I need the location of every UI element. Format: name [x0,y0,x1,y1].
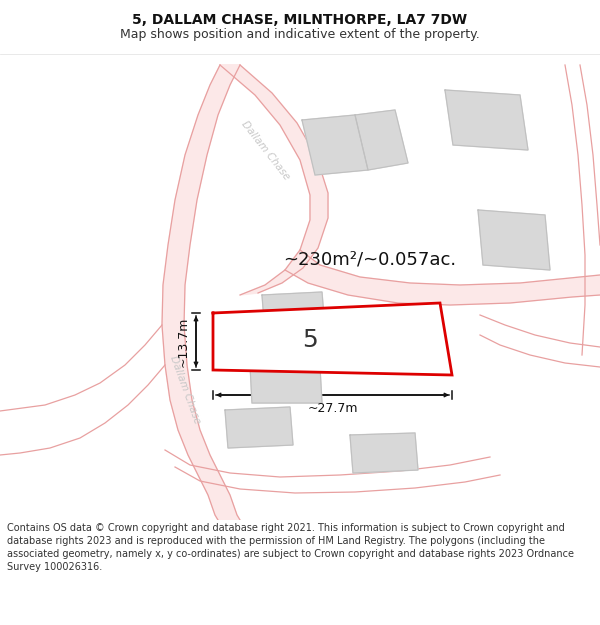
Polygon shape [213,303,452,375]
Polygon shape [262,292,325,333]
Polygon shape [355,110,408,170]
Text: 5, DALLAM CHASE, MILNTHORPE, LA7 7DW: 5, DALLAM CHASE, MILNTHORPE, LA7 7DW [133,13,467,27]
Text: Dallam Chase: Dallam Chase [239,119,291,181]
Polygon shape [445,90,528,150]
Polygon shape [350,433,418,473]
Polygon shape [302,115,368,175]
Text: Contains OS data © Crown copyright and database right 2021. This information is : Contains OS data © Crown copyright and d… [7,523,574,571]
Polygon shape [478,210,550,270]
Polygon shape [225,407,293,448]
Text: Map shows position and indicative extent of the property.: Map shows position and indicative extent… [120,28,480,41]
Polygon shape [220,65,328,295]
Text: ~13.7m: ~13.7m [177,316,190,367]
Text: ~230m²/~0.057ac.: ~230m²/~0.057ac. [283,251,457,269]
Text: 5: 5 [302,328,317,352]
Text: Dallam Chase: Dallam Chase [168,354,202,426]
Polygon shape [250,365,322,403]
Polygon shape [162,65,240,520]
Polygon shape [285,250,600,305]
Text: ~27.7m: ~27.7m [307,402,358,415]
